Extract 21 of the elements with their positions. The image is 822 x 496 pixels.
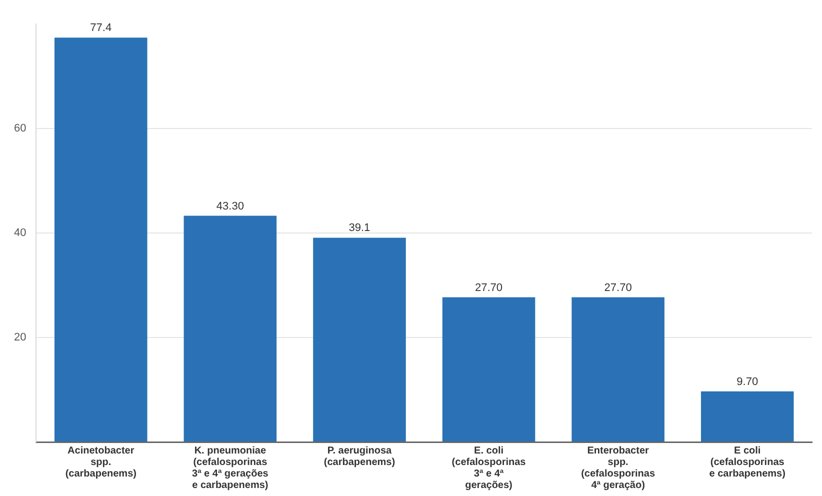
bar bbox=[54, 38, 148, 442]
x-tick-label: E. coli (cefalosporinas 3ª e 4ª gerações) bbox=[452, 446, 526, 491]
x-tick-label: K. pneumoniae (cefalosporinas 3ª e 4ª gerações e carbapenems) bbox=[192, 446, 269, 491]
x-tick-label: E coli (cefalosporinas e carbapenems) bbox=[709, 446, 786, 480]
data-label: 77.4 bbox=[90, 22, 112, 34]
y-tick-label: 20 bbox=[14, 332, 26, 344]
bar bbox=[442, 297, 536, 442]
y-tick-label: 60 bbox=[14, 122, 26, 135]
data-label: 43.30 bbox=[216, 200, 244, 212]
x-tick-label: P. aeruginosa (carbapenems) bbox=[324, 446, 396, 468]
data-label: 27.70 bbox=[475, 282, 503, 294]
x-tick-label: Acinetobacter spp. (carbapenems) bbox=[65, 446, 136, 480]
bar bbox=[572, 297, 664, 442]
bar bbox=[700, 391, 794, 442]
bar bbox=[184, 216, 277, 442]
data-label: 39.1 bbox=[348, 222, 370, 234]
bar bbox=[313, 238, 406, 442]
data-label: 27.70 bbox=[604, 282, 632, 294]
y-tick-label: 40 bbox=[14, 227, 26, 240]
x-tick-label: Enterobacter spp. (cefalosporinas 4ª geração) bbox=[581, 446, 656, 491]
data-label: 9.70 bbox=[736, 376, 758, 388]
